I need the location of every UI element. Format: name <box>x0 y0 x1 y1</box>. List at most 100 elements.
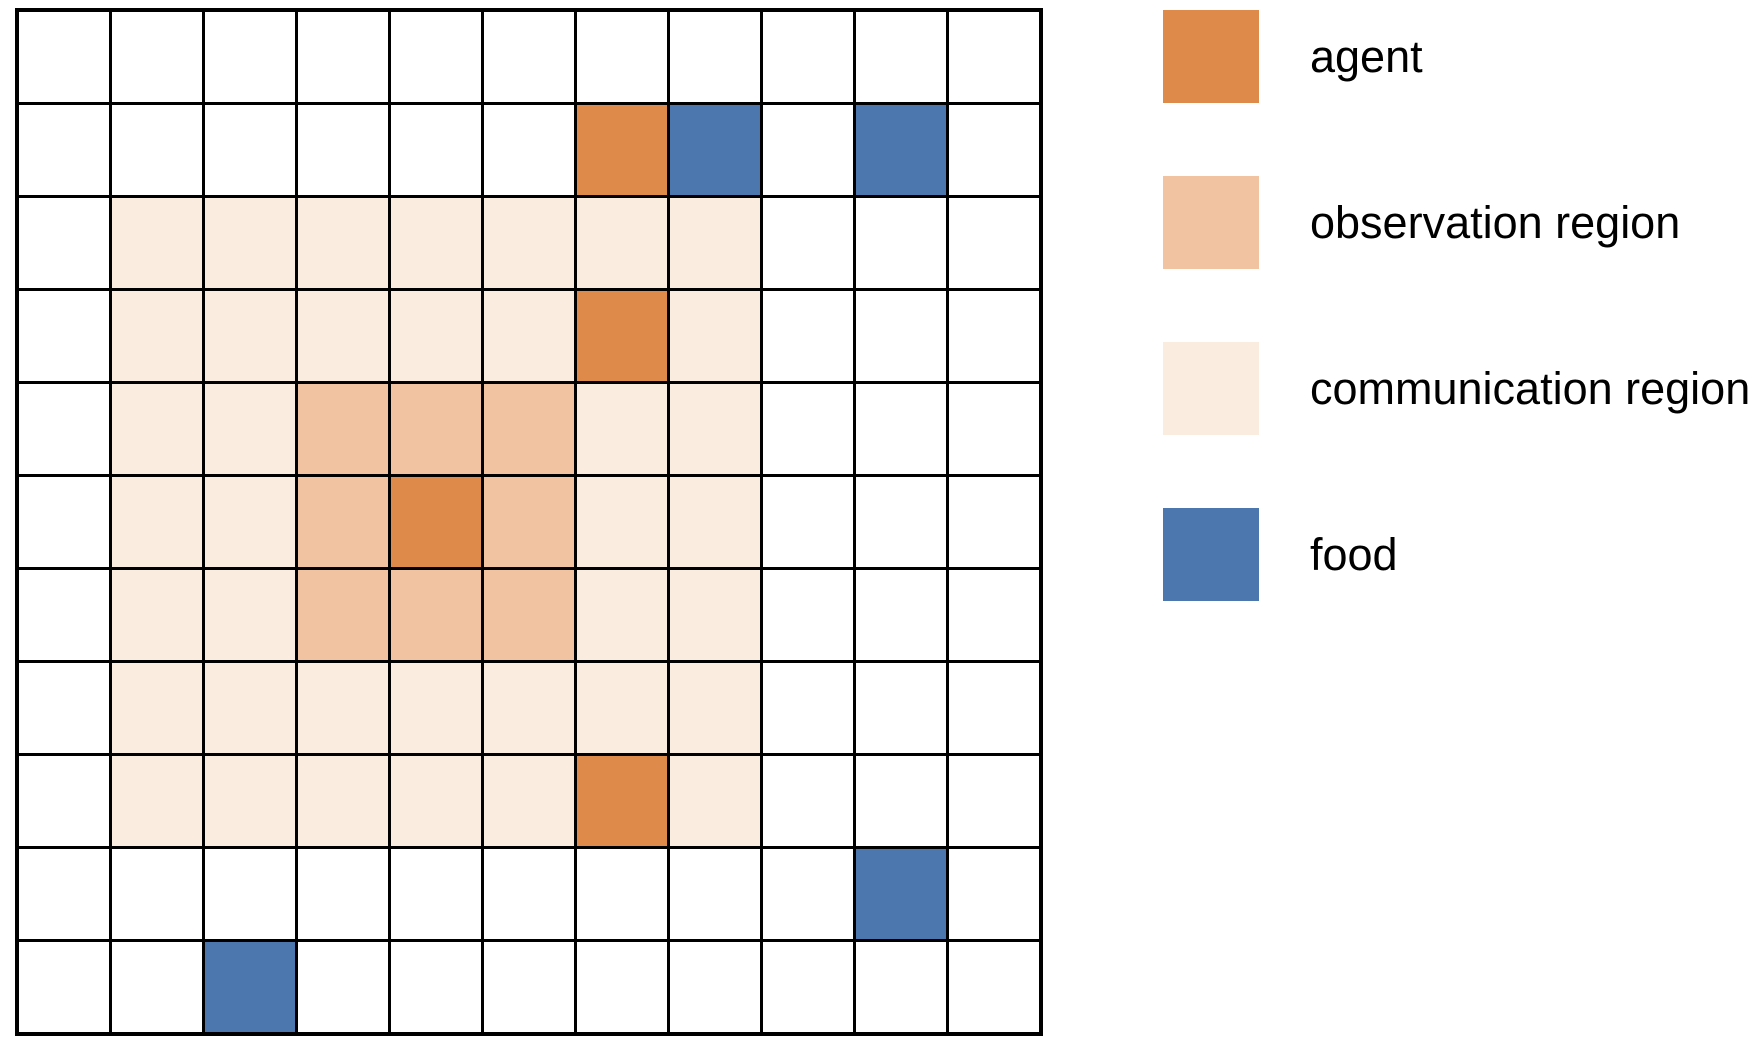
communication-region-cell <box>577 477 667 567</box>
communication-region-cell <box>205 477 295 567</box>
empty-cell <box>112 942 202 1032</box>
communication-region-cell <box>112 384 202 474</box>
empty-cell <box>391 12 481 102</box>
empty-cell <box>856 198 946 288</box>
empty-cell <box>484 849 574 939</box>
food-cell <box>670 105 760 195</box>
empty-cell <box>949 198 1039 288</box>
communication-region-cell <box>298 756 388 846</box>
empty-cell <box>763 849 853 939</box>
communication-region-cell <box>112 756 202 846</box>
empty-cell <box>763 12 853 102</box>
empty-cell <box>856 942 946 1032</box>
communication-region-cell <box>670 198 760 288</box>
grid <box>15 8 1043 1036</box>
legend-swatch-communication_region-icon <box>1163 342 1259 435</box>
agent-cell <box>577 756 667 846</box>
communication-region-cell <box>205 291 295 381</box>
agent-cell <box>391 477 481 567</box>
communication-region-cell <box>484 198 574 288</box>
legend-swatch-food-icon <box>1163 508 1259 601</box>
empty-cell <box>670 942 760 1032</box>
communication-region-cell <box>112 477 202 567</box>
empty-cell <box>670 12 760 102</box>
observation-region-cell <box>298 384 388 474</box>
communication-region-cell <box>205 756 295 846</box>
empty-cell <box>949 570 1039 660</box>
empty-cell <box>763 198 853 288</box>
communication-region-cell <box>112 570 202 660</box>
empty-cell <box>949 105 1039 195</box>
empty-cell <box>949 849 1039 939</box>
communication-region-cell <box>577 198 667 288</box>
communication-region-cell <box>670 291 760 381</box>
empty-cell <box>205 105 295 195</box>
empty-cell <box>949 384 1039 474</box>
legend-label-observation_region: observation region <box>1310 197 1681 248</box>
empty-cell <box>949 663 1039 753</box>
communication-region-cell <box>670 384 760 474</box>
legend-swatch-agent-icon <box>1163 10 1259 103</box>
empty-cell <box>949 756 1039 846</box>
communication-region-cell <box>391 198 481 288</box>
empty-cell <box>484 12 574 102</box>
legend-label-food: food <box>1310 529 1398 580</box>
empty-cell <box>298 12 388 102</box>
empty-cell <box>949 12 1039 102</box>
empty-cell <box>19 12 109 102</box>
empty-cell <box>19 570 109 660</box>
food-cell <box>856 105 946 195</box>
observation-region-cell <box>484 384 574 474</box>
legend-item-agent: agent <box>1163 10 1423 103</box>
empty-cell <box>19 756 109 846</box>
empty-cell <box>670 849 760 939</box>
agent-cell <box>577 105 667 195</box>
empty-cell <box>763 384 853 474</box>
communication-region-cell <box>205 198 295 288</box>
communication-region-cell <box>112 198 202 288</box>
empty-cell <box>856 756 946 846</box>
empty-cell <box>19 849 109 939</box>
legend-label-agent: agent <box>1310 31 1423 82</box>
observation-region-cell <box>298 477 388 567</box>
empty-cell <box>391 942 481 1032</box>
empty-cell <box>763 942 853 1032</box>
empty-cell <box>19 477 109 567</box>
empty-cell <box>763 663 853 753</box>
communication-region-cell <box>670 570 760 660</box>
empty-cell <box>949 477 1039 567</box>
empty-cell <box>19 105 109 195</box>
empty-cell <box>484 942 574 1032</box>
empty-cell <box>19 384 109 474</box>
communication-region-cell <box>577 570 667 660</box>
communication-region-cell <box>205 663 295 753</box>
empty-cell <box>577 942 667 1032</box>
empty-cell <box>763 570 853 660</box>
communication-region-cell <box>205 570 295 660</box>
observation-region-cell <box>298 570 388 660</box>
empty-cell <box>112 105 202 195</box>
communication-region-cell <box>391 663 481 753</box>
empty-cell <box>205 849 295 939</box>
observation-region-cell <box>484 570 574 660</box>
empty-cell <box>112 12 202 102</box>
communication-region-cell <box>670 663 760 753</box>
legend-swatch-observation_region-icon <box>1163 176 1259 269</box>
empty-cell <box>856 570 946 660</box>
empty-cell <box>298 849 388 939</box>
empty-cell <box>763 291 853 381</box>
legend-item-communication_region: communication region <box>1163 342 1750 435</box>
communication-region-cell <box>112 291 202 381</box>
empty-cell <box>763 105 853 195</box>
communication-region-cell <box>391 291 481 381</box>
empty-cell <box>484 105 574 195</box>
empty-cell <box>298 105 388 195</box>
communication-region-cell <box>391 756 481 846</box>
empty-cell <box>856 477 946 567</box>
communication-region-cell <box>670 756 760 846</box>
empty-cell <box>19 663 109 753</box>
communication-region-cell <box>484 756 574 846</box>
agent-cell <box>577 291 667 381</box>
empty-cell <box>112 849 202 939</box>
empty-cell <box>856 663 946 753</box>
